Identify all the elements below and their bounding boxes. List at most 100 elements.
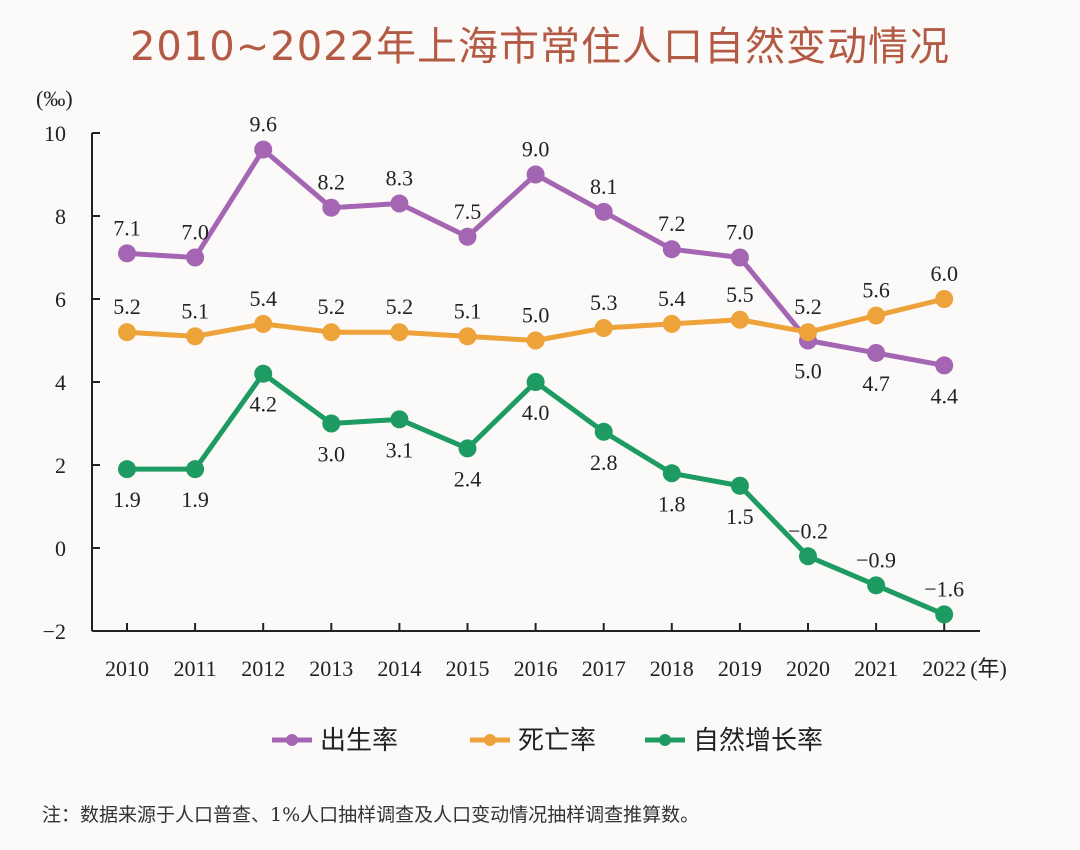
data-label: 5.5 xyxy=(726,282,754,307)
data-point xyxy=(799,547,817,566)
data-point xyxy=(254,314,273,333)
data-point xyxy=(594,422,613,441)
data-label: 8.3 xyxy=(386,166,414,191)
data-label: 1.9 xyxy=(181,487,209,512)
data-point xyxy=(730,476,749,495)
legend-swatch-dot xyxy=(484,734,496,746)
data-point xyxy=(867,343,886,362)
x-tick-label: 2018 xyxy=(650,656,694,681)
x-tick-label: 2015 xyxy=(446,656,490,681)
x-tick-label: 2017 xyxy=(582,656,626,681)
data-point xyxy=(186,327,205,346)
data-label: −1.6 xyxy=(924,576,964,601)
x-tick-label: 2022 xyxy=(922,656,966,681)
data-point xyxy=(799,323,817,342)
y-tick-label: 8 xyxy=(55,204,66,229)
data-label: 5.4 xyxy=(249,286,277,311)
data-point xyxy=(322,323,341,342)
x-tick-label: 2021 xyxy=(854,656,898,681)
data-point xyxy=(730,248,749,267)
data-label: 3.1 xyxy=(386,437,414,462)
data-label: 7.0 xyxy=(181,220,209,245)
data-point xyxy=(118,323,136,342)
data-label: 2.4 xyxy=(454,466,482,491)
data-point xyxy=(935,605,954,624)
x-tick-label: 2011 xyxy=(174,656,217,681)
data-label: 2.8 xyxy=(590,450,618,475)
data-label: 8.2 xyxy=(318,170,346,195)
x-tick-label: 2014 xyxy=(377,656,421,681)
legend-label: 自然增长率 xyxy=(693,726,823,756)
data-label: 5.4 xyxy=(658,286,686,311)
data-label: 4.7 xyxy=(862,371,890,396)
data-point xyxy=(526,165,545,184)
data-label: 9.0 xyxy=(522,137,550,162)
data-label: 3.0 xyxy=(318,442,346,467)
data-point xyxy=(867,576,886,595)
data-label: 5.2 xyxy=(113,294,141,319)
data-label: 7.0 xyxy=(726,220,754,245)
data-point xyxy=(594,202,613,221)
data-label: 1.9 xyxy=(113,487,141,512)
data-point xyxy=(867,306,886,325)
data-point xyxy=(458,227,477,246)
data-label: 9.6 xyxy=(249,112,277,137)
data-point xyxy=(662,240,681,259)
data-point xyxy=(594,319,613,338)
y-tick-label: 0 xyxy=(55,536,66,561)
x-tick-label: 2010 xyxy=(105,656,149,681)
data-label: 5.0 xyxy=(522,303,550,328)
y-tick-label: 4 xyxy=(55,370,66,395)
data-label: 5.6 xyxy=(862,278,890,303)
data-label: 1.8 xyxy=(658,491,686,516)
data-label: −0.2 xyxy=(788,518,828,543)
data-label: 5.2 xyxy=(794,294,822,319)
y-tick-label: 10 xyxy=(44,121,66,146)
data-label: 5.1 xyxy=(454,298,482,323)
data-label: 6.0 xyxy=(930,261,958,286)
y-tick-label: 2 xyxy=(55,453,66,478)
data-point xyxy=(390,323,409,342)
legend-swatch-dot xyxy=(286,734,298,746)
data-label: 7.2 xyxy=(658,211,686,236)
legend-label: 死亡率 xyxy=(518,726,596,756)
data-point xyxy=(458,327,477,346)
data-point xyxy=(662,314,681,333)
x-tick-label: 2020 xyxy=(786,656,830,681)
footnote: 注：数据来源于人口普查、1%人口抽样调查及人口变动情况抽样调查推算数。 xyxy=(42,804,700,826)
data-point xyxy=(390,194,409,213)
data-label: 4.4 xyxy=(930,383,958,408)
data-point xyxy=(662,464,681,483)
data-label: 8.1 xyxy=(590,174,618,199)
data-label: 5.3 xyxy=(590,290,618,315)
chart-title: 2010~2022年上海市常住人口自然变动情况 xyxy=(129,24,951,70)
x-tick-label: 2016 xyxy=(514,656,558,681)
data-label: 5.2 xyxy=(386,294,414,319)
data-point xyxy=(322,414,341,433)
data-label: 5.0 xyxy=(794,359,822,384)
y-axis-unit-label: (‰) xyxy=(36,86,73,111)
x-tick-label: 2012 xyxy=(241,656,285,681)
data-label: 5.1 xyxy=(181,298,209,323)
data-label: −0.9 xyxy=(856,547,896,572)
data-point xyxy=(935,356,954,375)
data-point xyxy=(458,439,477,458)
data-label: 1.5 xyxy=(726,504,754,529)
x-tick-label: 2019 xyxy=(718,656,762,681)
data-point xyxy=(322,198,341,217)
data-point xyxy=(186,460,205,479)
data-point xyxy=(254,364,273,383)
legend-swatch-dot xyxy=(659,734,671,746)
data-point xyxy=(526,373,545,391)
data-label: 5.2 xyxy=(318,294,346,319)
data-label: 7.5 xyxy=(454,199,482,224)
data-point xyxy=(118,460,136,479)
x-tick-label: 2013 xyxy=(309,656,353,681)
data-point xyxy=(390,410,409,429)
data-point xyxy=(186,248,205,267)
legend-label: 出生率 xyxy=(320,726,398,756)
data-label: 4.2 xyxy=(249,392,277,417)
data-point xyxy=(730,310,749,329)
y-tick-label: −2 xyxy=(43,619,66,644)
